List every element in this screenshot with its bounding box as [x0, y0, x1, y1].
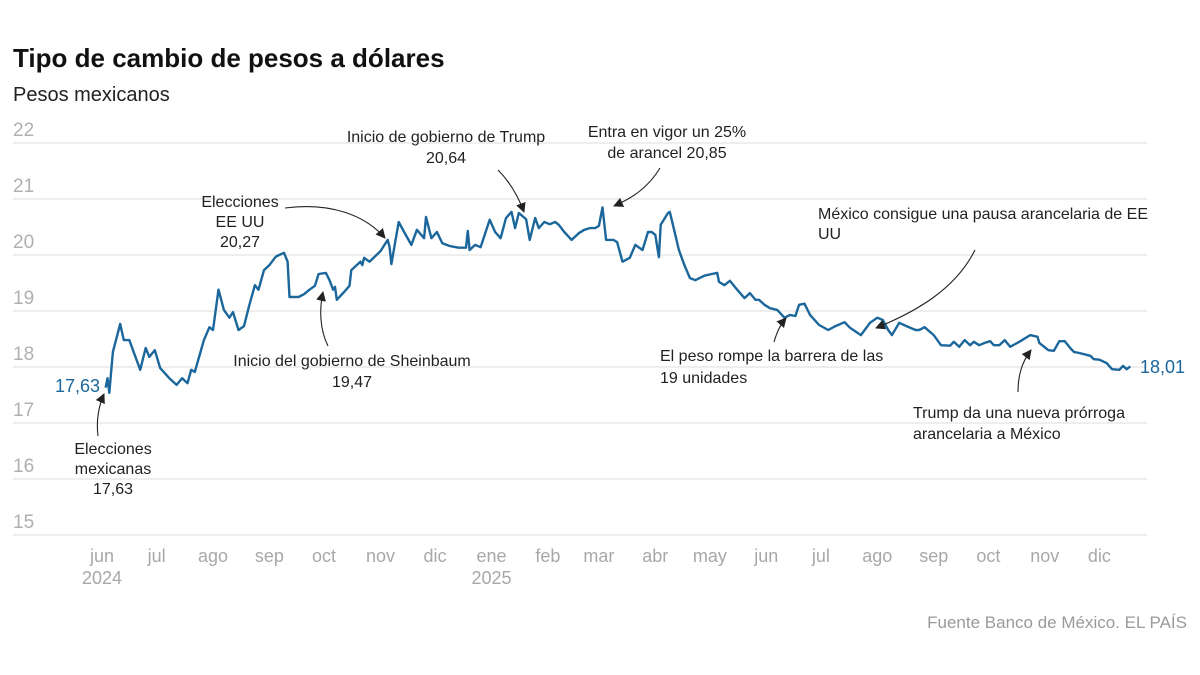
x-tick-label: oct — [976, 546, 1000, 566]
arrow-icon — [773, 317, 787, 343]
end-value-label: 18,01 — [1140, 357, 1185, 377]
arrow-icon — [1017, 349, 1032, 393]
x-tick-label: jun — [89, 546, 114, 566]
annotation-line: 17,63 — [93, 481, 133, 498]
annotation-trump-inauguration: Inicio de gobierno de Trump 20,64 — [347, 129, 545, 213]
y-tick-label: 16 — [13, 456, 34, 477]
arrow-icon — [875, 249, 976, 330]
x-tick-label: abr — [642, 546, 668, 566]
annotation-line: Inicio de gobierno de Trump — [347, 129, 545, 146]
annotation-line: UU — [818, 226, 841, 243]
y-tick-label: 20 — [13, 232, 34, 253]
x-tick-label: nov — [1030, 546, 1059, 566]
x-tick-label: jun — [753, 546, 778, 566]
annotation-sheinbaum: Inicio del gobierno de Sheinbaum 19,47 — [233, 291, 471, 391]
series-line — [104, 206, 1132, 394]
annotation-line: arancelaria a México — [913, 426, 1061, 443]
arrow-icon — [497, 169, 526, 213]
annotation-line: Trump da una nueva prórroga — [913, 405, 1125, 422]
x-tick-label: feb — [535, 546, 560, 566]
arrow-icon — [95, 393, 105, 437]
annotation-line: 19 unidades — [660, 370, 747, 387]
y-tick-label: 19 — [13, 288, 34, 309]
x-tick-label: mar — [583, 546, 614, 566]
x-tick-label: dic — [424, 546, 447, 566]
arrow-icon — [284, 206, 386, 239]
annotation-trump-extension: Trump da una nueva prórroga arancelaria … — [913, 349, 1125, 443]
annotation-us-elections: Elecciones EE UU 20,27 — [201, 194, 386, 251]
y-tick-label: 21 — [13, 176, 34, 197]
arrow-icon — [613, 167, 661, 207]
annotation-line: de arancel 20,85 — [607, 145, 726, 162]
annotation-line: México consigue una pausa arancelaria de… — [818, 206, 1148, 223]
x-tick-label: nov — [366, 546, 395, 566]
y-tick-label: 22 — [13, 120, 34, 141]
y-tick-label: 15 — [13, 512, 34, 533]
x-tick-label: oct — [312, 546, 336, 566]
y-axis-ticks: 22 21 20 19 18 17 16 15 — [13, 120, 34, 533]
y-gridlines — [13, 142, 1147, 536]
y-tick-label: 17 — [13, 400, 34, 421]
arrow-icon — [316, 291, 329, 347]
chart-subtitle: Pesos mexicanos — [13, 84, 170, 106]
x-tick-label: ene — [476, 546, 506, 566]
source-note: Fuente Banco de México. EL PAÍS — [927, 613, 1187, 632]
x-tick-label: sep — [255, 546, 284, 566]
annotation-line: Inicio del gobierno de Sheinbaum — [233, 353, 471, 370]
x-tick-label: dic — [1088, 546, 1111, 566]
annotation-tariff-pause: México consigue una pausa arancelaria de… — [818, 206, 1148, 330]
x-year-label: 2025 — [471, 568, 511, 588]
x-tick-label: ago — [198, 546, 228, 566]
x-tick-label: sep — [919, 546, 948, 566]
annotation-line: 20,27 — [220, 234, 260, 251]
x-tick-label: jul — [811, 546, 830, 566]
annotation-line: El peso rompe la barrera de las — [660, 348, 883, 365]
annotation-line: Elecciones — [201, 194, 278, 211]
x-tick-label: ago — [862, 546, 892, 566]
annotation-tariff-25: Entra en vigor un 25% de arancel 20,85 — [588, 124, 746, 207]
annotation-line: Elecciones — [74, 441, 151, 458]
start-value-label: 17,63 — [55, 376, 100, 396]
annotation-line: mexicanas — [75, 461, 151, 478]
annotation-line: 19,47 — [332, 374, 372, 391]
annotation-peso-19: El peso rompe la barrera de las 19 unida… — [660, 317, 883, 387]
x-year-label: 2024 — [82, 568, 122, 588]
chart-title: Tipo de cambio de pesos a dólares — [13, 43, 445, 73]
x-tick-label: may — [693, 546, 727, 566]
x-tick-label: jul — [147, 546, 166, 566]
annotation-line: Entra en vigor un 25% — [588, 124, 746, 141]
y-tick-label: 18 — [13, 344, 34, 365]
annotation-line: 20,64 — [426, 150, 466, 167]
annotation-line: EE UU — [216, 214, 265, 231]
annotation-mexican-elections: Elecciones mexicanas 17,63 — [74, 393, 152, 498]
